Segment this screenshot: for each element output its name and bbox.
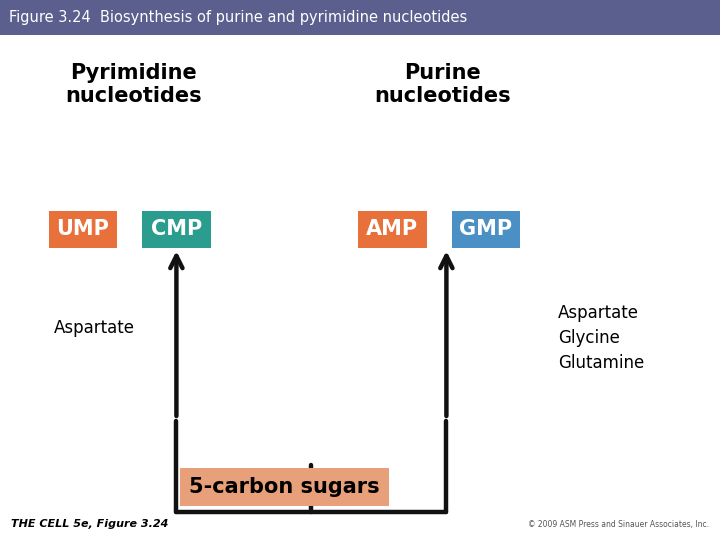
Text: Pyrimidine
nucleotides: Pyrimidine nucleotides [65,63,202,106]
Text: UMP: UMP [56,219,109,239]
Text: THE CELL 5e, Figure 3.24: THE CELL 5e, Figure 3.24 [11,519,168,529]
Text: GMP: GMP [459,219,513,239]
FancyBboxPatch shape [180,468,389,506]
Text: Aspartate
Glycine
Glutamine: Aspartate Glycine Glutamine [558,304,644,372]
Text: Figure 3.24  Biosynthesis of purine and pyrimidine nucleotides: Figure 3.24 Biosynthesis of purine and p… [9,10,467,25]
Text: Aspartate: Aspartate [54,319,135,337]
Text: 5-carbon sugars: 5-carbon sugars [189,477,379,497]
Text: CMP: CMP [150,219,202,239]
FancyBboxPatch shape [452,211,521,248]
FancyBboxPatch shape [49,211,117,248]
FancyBboxPatch shape [143,211,210,248]
Text: AMP: AMP [366,219,418,239]
FancyBboxPatch shape [359,211,426,248]
Text: Purine
nucleotides: Purine nucleotides [374,63,511,106]
Text: © 2009 ASM Press and Sinauer Associates, Inc.: © 2009 ASM Press and Sinauer Associates,… [528,520,709,529]
